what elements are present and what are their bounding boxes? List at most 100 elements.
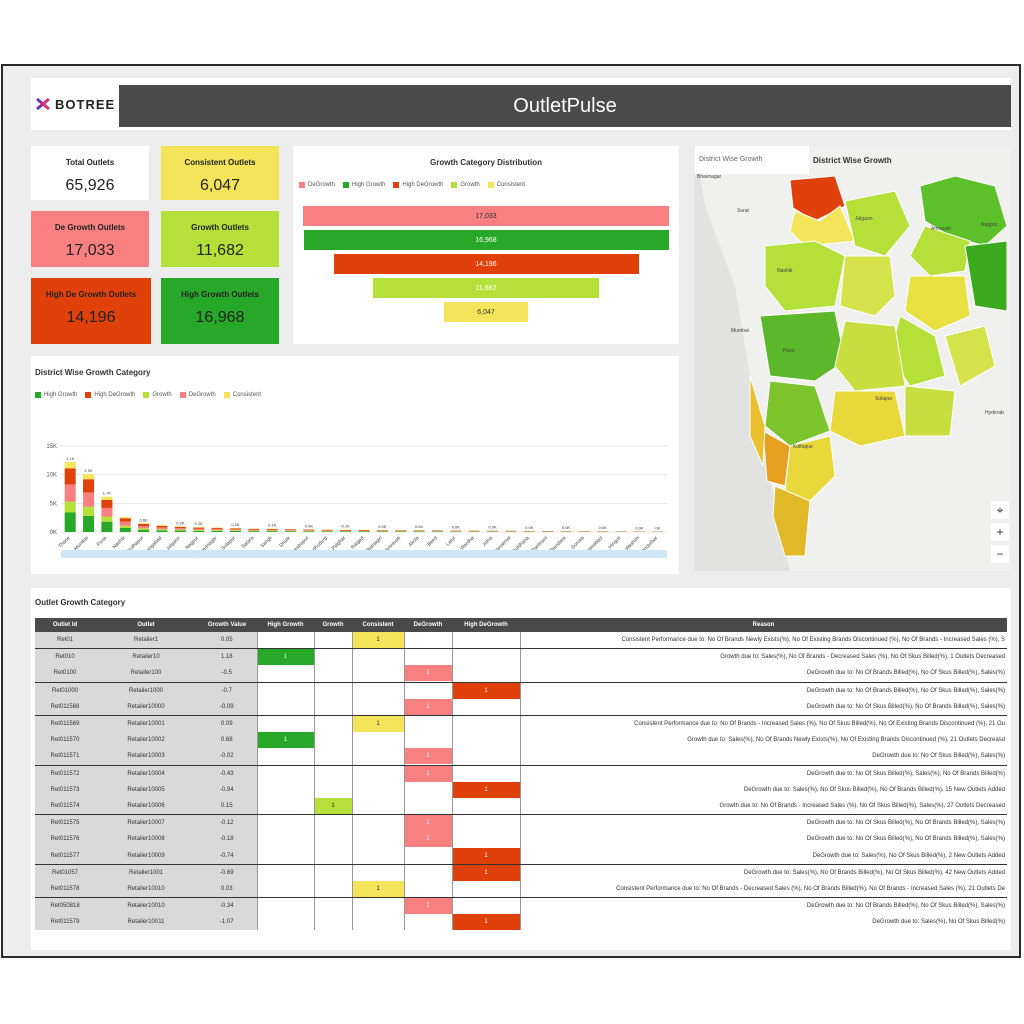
category-flag-cell xyxy=(313,632,353,650)
legend-item[interactable]: Growth xyxy=(451,182,480,188)
kpi-label: High De Growth Outlets xyxy=(45,290,137,299)
consistent-outlets-card: Consistent Outlets 6,047 xyxy=(161,146,279,200)
column-header[interactable]: Outlet Id xyxy=(35,618,95,632)
outlet-id-cell: Ret011577 xyxy=(35,847,95,865)
reason-cell: Growth due to: No Of Brands - Increased … xyxy=(519,797,1007,816)
category-flag-cell xyxy=(313,847,353,865)
table-row[interactable]: Ret01000 Retailer1000 -0.7 1 DeGrowth due to… xyxy=(35,682,1007,699)
table-row[interactable]: Ret01057 Retailer1001 -0.69 1 DeGrowth due t… xyxy=(35,864,1007,881)
bar-segment xyxy=(101,507,113,517)
bar-segment xyxy=(376,531,388,532)
bar-segment xyxy=(83,492,95,507)
x-tick-label: Latur xyxy=(445,535,458,548)
category-flag: 1 xyxy=(405,898,451,915)
table-row[interactable]: Ret011573 Retailer10005 -0.94 1 DeGrowth due… xyxy=(35,781,1007,798)
legend-swatch xyxy=(393,182,400,188)
map-zoom-in-button[interactable]: + xyxy=(991,523,1009,541)
legend-item[interactable]: High DeGrowth xyxy=(85,392,135,398)
map-locate-button[interactable]: ⌖ xyxy=(991,501,1009,519)
district-chart-panel: District Wise Growth Category High Growt… xyxy=(31,356,679,574)
legend-item[interactable]: Consistent xyxy=(487,182,525,188)
funnel-bar[interactable]: 11,682 xyxy=(373,278,599,298)
legend-label: High DeGrowth xyxy=(402,182,444,188)
outlet-id-cell: Ret011573 xyxy=(35,781,95,798)
table-row[interactable]: Ret010 Retailer10 1.18 1 Growth due to: Sale… xyxy=(35,648,1007,666)
legend-item[interactable]: Growth xyxy=(143,392,172,398)
column-header[interactable]: DeGrowth xyxy=(404,618,452,632)
table-row[interactable]: Ret011571 Retailer10003 -0.02 1 DeGrowth due… xyxy=(35,748,1007,766)
funnel-bar[interactable]: 6,047 xyxy=(444,302,528,322)
outlet-id-cell: Ret011570 xyxy=(35,732,95,749)
bar-segment xyxy=(285,529,297,531)
table-row[interactable]: Ret011578 Retailer10010 0.03 1 Consistent Pe… xyxy=(35,880,1007,898)
category-flag-cell xyxy=(351,748,405,766)
column-header[interactable]: Reason xyxy=(520,618,1007,632)
table-row[interactable]: Ret011572 Retailer10004 -0.43 1 DeGrowth due… xyxy=(35,765,1007,782)
category-flag-cell xyxy=(351,698,405,716)
legend-item[interactable]: High Growth xyxy=(343,182,385,188)
bar-segment xyxy=(83,479,95,493)
legend-item[interactable]: Consistent xyxy=(223,392,261,398)
category-flag-cell xyxy=(351,665,405,683)
category-flag-cell xyxy=(256,897,315,915)
funnel-bar[interactable]: 17,033 xyxy=(303,206,669,226)
bar-segment xyxy=(193,528,205,530)
bar-segment xyxy=(211,530,223,532)
category-flag-cell xyxy=(313,648,353,666)
table-row[interactable]: Ret0100 Retailer100 -0.5 1 DeGrowth due to: … xyxy=(35,665,1007,683)
bar-segment xyxy=(156,525,168,528)
category-flag-cell xyxy=(313,880,353,898)
legend-item[interactable]: DeGrowth xyxy=(179,392,216,398)
column-header[interactable]: Outlet xyxy=(95,618,197,632)
table-row[interactable]: Ret01 Retailer1 0.05 1 Consistent Performanc… xyxy=(35,632,1007,650)
legend-label: High Growth xyxy=(44,392,78,398)
table-row[interactable]: Ret011569 Retailer10001 0.09 1 Consistent Pe… xyxy=(35,715,1007,733)
table-row[interactable]: Ret011577 Retailer10009 -0.74 1 DeGrowth due… xyxy=(35,847,1007,865)
reason-cell: DeGrowth due to: Sales(%), No Of Brands … xyxy=(519,864,1007,881)
legend-item[interactable]: High Growth xyxy=(35,392,77,398)
bar-segment xyxy=(358,531,370,532)
bar-segment xyxy=(321,530,333,531)
table-row[interactable]: Ret011568 Retailer10000 -0.09 1 DeGrowth due… xyxy=(35,698,1007,716)
outlet-id-cell: Ret011571 xyxy=(35,748,95,766)
column-header[interactable]: High DeGrowth xyxy=(452,618,520,632)
category-flag-cell xyxy=(451,665,521,683)
column-header[interactable]: Growth Value xyxy=(197,618,257,632)
bar-segment xyxy=(266,531,278,532)
bar-segment xyxy=(156,529,168,531)
map-zoom-out-button[interactable]: − xyxy=(991,545,1009,563)
legend-item[interactable]: DeGrowth xyxy=(299,182,335,188)
bar-segment xyxy=(340,531,352,532)
bar-segment xyxy=(229,528,241,530)
legend-item[interactable]: High DeGrowth xyxy=(393,182,443,188)
legend-swatch xyxy=(143,392,150,398)
category-flag-cell: 1 xyxy=(256,732,315,749)
table-row[interactable]: Ret050818 Retailer10010 -0.34 1 DeGrowth due… xyxy=(35,897,1007,915)
table-row[interactable]: Ret011574 Retailer10006 0.15 1 Growth due to… xyxy=(35,797,1007,816)
column-header[interactable]: Consistent xyxy=(352,618,404,632)
funnel-bar[interactable]: 14,196 xyxy=(333,254,639,274)
map-canvas[interactable] xyxy=(695,146,1011,571)
outlet-name-cell: Retailer100 xyxy=(95,665,197,683)
table-row[interactable]: Ret011575 Retailer10007 -0.12 1 DeGrowth due… xyxy=(35,814,1007,832)
table-row[interactable]: Ret011570 Retailer10002 0.68 1 Growth due to… xyxy=(35,732,1007,749)
funnel-bar[interactable]: 16,968 xyxy=(303,230,669,250)
map-tab-header[interactable]: District Wise Growth xyxy=(695,146,809,174)
category-flag-cell: 1 xyxy=(403,748,453,766)
bar-segment xyxy=(83,506,95,516)
category-flag-cell: 1 xyxy=(403,897,453,915)
column-header[interactable]: High Growth xyxy=(257,618,314,632)
category-flag: 1 xyxy=(405,815,451,832)
bar-segment xyxy=(64,462,76,469)
table-row[interactable]: Ret011576 Retailer10008 -0.18 1 DeGrowth due… xyxy=(35,831,1007,848)
growth-value-cell: -1.07 xyxy=(197,914,257,931)
category-flag-cell xyxy=(313,748,353,766)
bar-segment xyxy=(174,528,186,530)
x-tick-label: Pune xyxy=(96,535,109,548)
category-flag-cell xyxy=(351,914,405,931)
bar-data-label: 0K xyxy=(655,525,660,530)
table-row[interactable]: Ret011579 Retailer10011 -1.07 1 DeGrowth due… xyxy=(35,914,1007,931)
bar-data-label: 0.2K xyxy=(176,520,185,525)
chart-scrollbar[interactable] xyxy=(61,550,667,558)
column-header[interactable]: Growth xyxy=(314,618,352,632)
